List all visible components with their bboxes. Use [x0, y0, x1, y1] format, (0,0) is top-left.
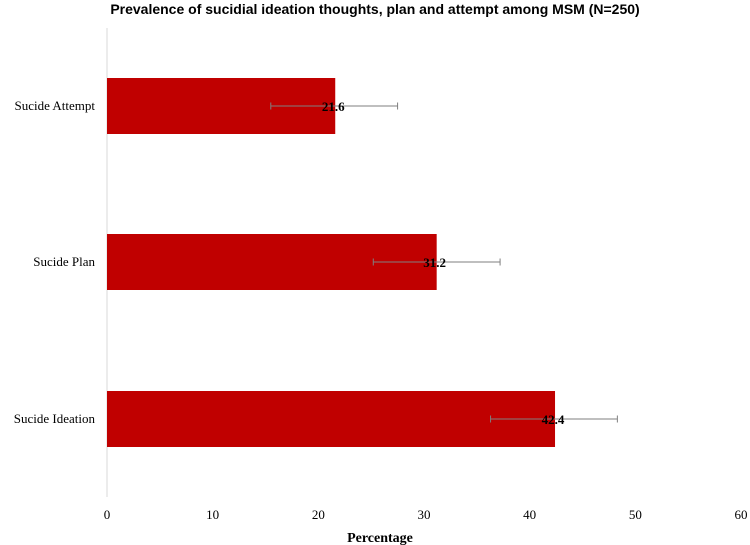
data-label: 31.2 — [423, 255, 446, 270]
category-label: Sucide Ideation — [14, 411, 96, 426]
x-tick-label: 0 — [104, 507, 111, 522]
data-label: 21.6 — [322, 99, 345, 114]
x-tick-label: 20 — [312, 507, 325, 522]
x-tick-label: 40 — [523, 507, 536, 522]
x-tick-label: 30 — [418, 507, 431, 522]
data-label: 42.4 — [542, 412, 565, 427]
x-tick-label: 50 — [629, 507, 642, 522]
category-label: Sucide Plan — [33, 254, 95, 269]
chart-title: Prevalence of sucidial ideation thoughts… — [110, 1, 640, 17]
bar — [107, 391, 556, 447]
category-label: Sucide Attempt — [14, 98, 95, 113]
x-axis-title: Percentage — [347, 531, 413, 545]
x-tick-label: 60 — [735, 507, 748, 522]
x-tick-label: 10 — [206, 507, 219, 522]
